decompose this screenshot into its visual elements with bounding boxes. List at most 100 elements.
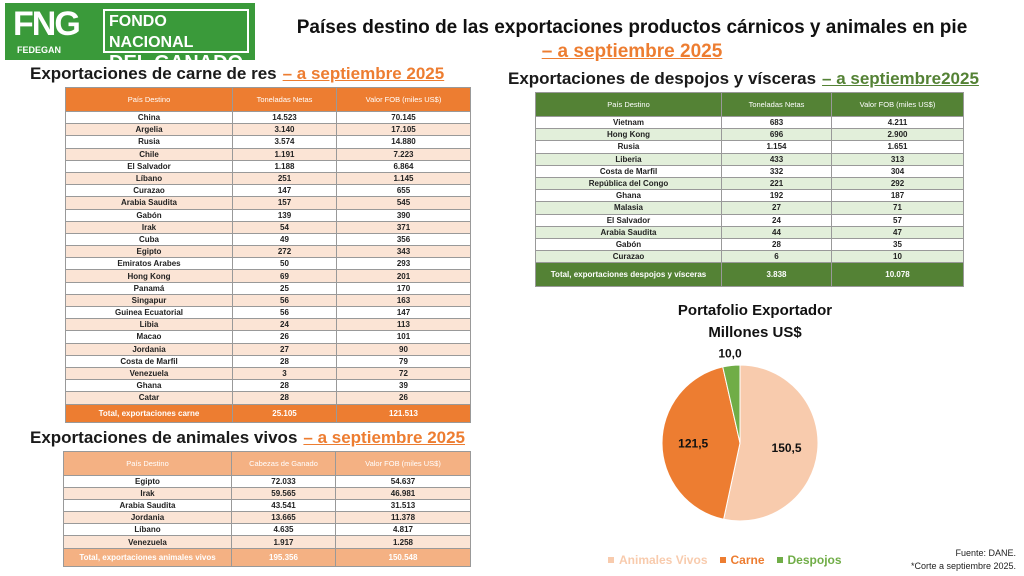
table-cell: 46.981 xyxy=(335,487,471,501)
title-text: Exportaciones de despojos y vísceras xyxy=(508,69,817,88)
table-row: Catar 28 26 xyxy=(65,391,471,405)
section-title: Exportaciones de animales vivos – a septi… xyxy=(30,428,465,448)
table-row: Curazao 6 10 xyxy=(535,250,964,264)
table-cell: Singapur xyxy=(65,293,233,308)
column-header: Valor FOB (miles US$) xyxy=(335,451,471,476)
table-cell: Jordania xyxy=(65,342,233,356)
table-cell: 304 xyxy=(831,164,964,178)
table-row: Irak 59.565 46.981 xyxy=(63,487,471,501)
table-cell: 1.188 xyxy=(232,159,337,173)
legend-label: Carne xyxy=(730,553,765,567)
table-cell: 27 xyxy=(721,201,832,215)
table-cell: 27 xyxy=(232,342,337,356)
legend-label: Animales Vivos xyxy=(619,553,708,567)
legend-label: Despojos xyxy=(787,553,842,567)
table-cell: 1.145 xyxy=(336,171,471,186)
table-cell: 24 xyxy=(232,318,337,332)
pie-slice xyxy=(722,364,741,444)
table-cell: 157 xyxy=(232,196,337,210)
table-cell: Arabia Saudita xyxy=(63,499,232,513)
table-cell: El Salvador xyxy=(535,213,722,227)
table-cell: Egipto xyxy=(65,245,233,259)
table-row: Cuba 49 356 xyxy=(65,232,471,247)
table: País Destino Cabezas de Ganado Valor FOB (… xyxy=(63,451,471,567)
table-row: Rusia 3.574 14.880 xyxy=(65,135,471,149)
table-cell: 25 xyxy=(232,281,337,295)
table-cell: 49 xyxy=(232,232,337,247)
table-cell: 2.900 xyxy=(831,128,964,142)
table-row: Venezuela 1.917 1.258 xyxy=(63,535,471,549)
table: País Destino Toneladas Netas Valor FOB (mi… xyxy=(535,92,964,288)
table-cell: Gabón xyxy=(65,208,233,222)
table-row: Vietnam 683 4.211 xyxy=(535,115,964,130)
table-cell: 54 xyxy=(232,220,337,234)
legend-swatch xyxy=(776,557,783,563)
table-row: Libia 24 113 xyxy=(65,318,471,332)
table-cell: Gabón xyxy=(535,237,722,252)
total-cell: Total, exportaciones animales vivos xyxy=(63,547,232,567)
table-row: Costa de Marfil 332 304 xyxy=(535,164,964,178)
table-cell: 14.523 xyxy=(232,110,337,125)
column-header: Toneladas Netas xyxy=(721,92,832,117)
table-cell: 72.033 xyxy=(231,474,336,489)
table-row: Arabia Saudita 157 545 xyxy=(65,196,471,210)
table-row: Egipto 272 343 xyxy=(65,245,471,259)
table-cell: 683 xyxy=(721,115,832,130)
table-cell: República del Congo xyxy=(535,176,722,191)
table-cell: Rusia xyxy=(535,140,722,154)
logo-org: FEDEGAN xyxy=(17,45,62,55)
table-cell: 28 xyxy=(232,379,337,393)
table-cell: Ghana xyxy=(65,379,233,393)
table-row: Líbano 4.635 4.817 xyxy=(63,523,471,537)
table-cell: Hong Kong xyxy=(535,128,722,142)
table-cell: 1.258 xyxy=(335,535,471,549)
table-row: Argelia 3.140 17.105 xyxy=(65,123,471,137)
table-row: Gabón 139 390 xyxy=(65,208,471,222)
source: Fuente: DANE. xyxy=(955,548,1016,558)
table-cell: 72 xyxy=(336,366,471,381)
table-row: Ghana 192 187 xyxy=(535,189,964,203)
table-cell: Emiratos Arabes xyxy=(65,257,233,271)
legend-item: Carne xyxy=(719,553,765,567)
header-row: País Destino Toneladas Netas Valor FOB (mi… xyxy=(65,87,471,112)
table-cell: 343 xyxy=(336,245,471,259)
table-cell: 44 xyxy=(721,225,832,239)
table-row: Guinea Ecuatorial 56 147 xyxy=(65,305,471,320)
note: *Corte a septiembre 2025. xyxy=(910,561,1016,571)
table-cell: 313 xyxy=(831,152,964,166)
table-cell: Hong Kong xyxy=(65,269,233,283)
table-cell: Arabia Saudita xyxy=(65,196,233,210)
table-cell: 147 xyxy=(336,305,471,320)
table-row: Rusia 1.154 1.651 xyxy=(535,140,964,154)
table-cell: 1.651 xyxy=(831,140,964,154)
table-cell: 59.565 xyxy=(231,487,336,501)
table-cell: 4.635 xyxy=(231,523,336,537)
total-cell: 150.548 xyxy=(335,547,471,567)
table-cell: 163 xyxy=(336,293,471,308)
column-header: País Destino xyxy=(535,92,722,117)
table-row: Arabia Saudita 44 47 xyxy=(535,225,964,239)
table-row: Emiratos Arabes 50 293 xyxy=(65,257,471,271)
table-cell: 332 xyxy=(721,164,832,178)
table-row: Curazao 147 655 xyxy=(65,184,471,198)
table-cell: 69 xyxy=(232,269,337,283)
table-cell: 170 xyxy=(336,281,471,295)
table-cell: 4.817 xyxy=(335,523,471,537)
column-header: País Destino xyxy=(63,451,232,476)
table-cell: 17.105 xyxy=(336,123,471,137)
legend: Animales Vivos Carne Despojos xyxy=(608,553,842,567)
table-cell: 71 xyxy=(831,201,964,215)
column-header: País Destino xyxy=(65,87,233,112)
table-cell: Guinea Ecuatorial xyxy=(65,305,233,320)
table-cell: Macao xyxy=(65,330,233,344)
table-cell: 47 xyxy=(831,225,964,239)
table-row: Jordania 27 90 xyxy=(65,342,471,356)
page-subtitle: – a septiembre 2025 xyxy=(541,41,723,62)
logo-mark: FNG xyxy=(13,5,81,43)
table-cell: El Salvador xyxy=(65,159,233,173)
table-row: República del Congo 221 292 xyxy=(535,176,964,191)
header-row: País Destino Cabezas de Ganado Valor FOB (… xyxy=(63,451,471,476)
table-cell: 43.541 xyxy=(231,499,336,513)
table-cell: 113 xyxy=(336,318,471,332)
